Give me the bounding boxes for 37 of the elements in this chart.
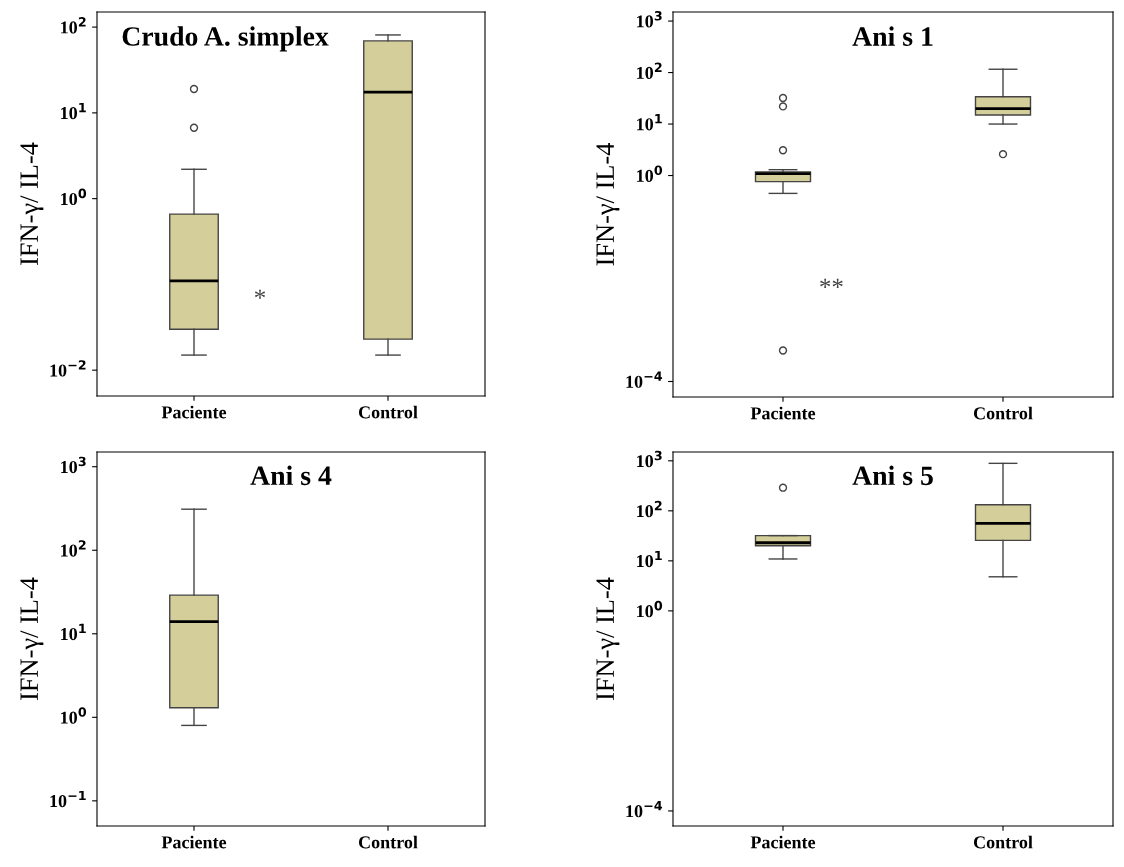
annotation: * bbox=[254, 289, 266, 299]
y-axis-title: IFN-γ/ IL-4 bbox=[596, 143, 620, 266]
y-axis-title: IFN-γ/ IL-4 bbox=[20, 577, 44, 700]
y-tick-label: 10$^{1}$ bbox=[637, 114, 662, 131]
y-tick-label: 10$^{1}$ bbox=[637, 550, 662, 568]
y-tick-label: 10$^{−1}$ bbox=[50, 790, 86, 808]
y-tick-label: 10$^{−4}$ bbox=[626, 800, 663, 818]
annotation: ** bbox=[820, 278, 843, 289]
y-tick-label: 10$^{2}$ bbox=[61, 17, 86, 34]
x-tick-label: Paciente bbox=[750, 835, 816, 849]
y-tick-label: 10$^{2}$ bbox=[637, 500, 662, 518]
y-tick-label: 10$^{2}$ bbox=[637, 62, 662, 79]
x-tick-label: Paciente bbox=[750, 406, 816, 420]
chart-title: Ani s 5 bbox=[852, 465, 933, 486]
y-tick-label: 10$^{0}$ bbox=[637, 600, 663, 618]
y-tick-label: 10$^{0}$ bbox=[637, 165, 663, 182]
y-axis-title: IFN-γ/ IL-4 bbox=[596, 577, 620, 700]
y-tick-label: 10$^{−2}$ bbox=[50, 360, 86, 377]
y-tick-label: 10$^{3}$ bbox=[637, 450, 662, 468]
x-tick-label: Control bbox=[973, 406, 1033, 420]
chart-title: Crudo A. simplex bbox=[122, 26, 329, 52]
y-tick-label: 10$^{−4}$ bbox=[626, 371, 663, 388]
y-tick-label: 10$^{2}$ bbox=[61, 540, 86, 557]
chart-title: Ani s 1 bbox=[852, 26, 933, 46]
y-tick-label: 10$^{1}$ bbox=[61, 623, 86, 641]
x-tick-label: Control bbox=[358, 405, 418, 419]
x-tick-label: Control bbox=[973, 835, 1033, 849]
x-tick-label: Paciente bbox=[161, 405, 227, 419]
x-tick-label: Paciente bbox=[161, 835, 227, 849]
y-tick-label: 10$^{3}$ bbox=[61, 456, 86, 474]
y-tick-label: 10$^{3}$ bbox=[637, 11, 662, 28]
y-tick-label: 10$^{1}$ bbox=[61, 102, 86, 120]
y-axis-title: IFN-γ/ IL-4 bbox=[20, 142, 44, 265]
x-tick-label: Control bbox=[358, 835, 418, 849]
y-tick-label: 10$^{0}$ bbox=[61, 707, 87, 724]
chart-title: Ani s 4 bbox=[250, 465, 332, 486]
y-tick-label: 10$^{0}$ bbox=[61, 188, 87, 206]
